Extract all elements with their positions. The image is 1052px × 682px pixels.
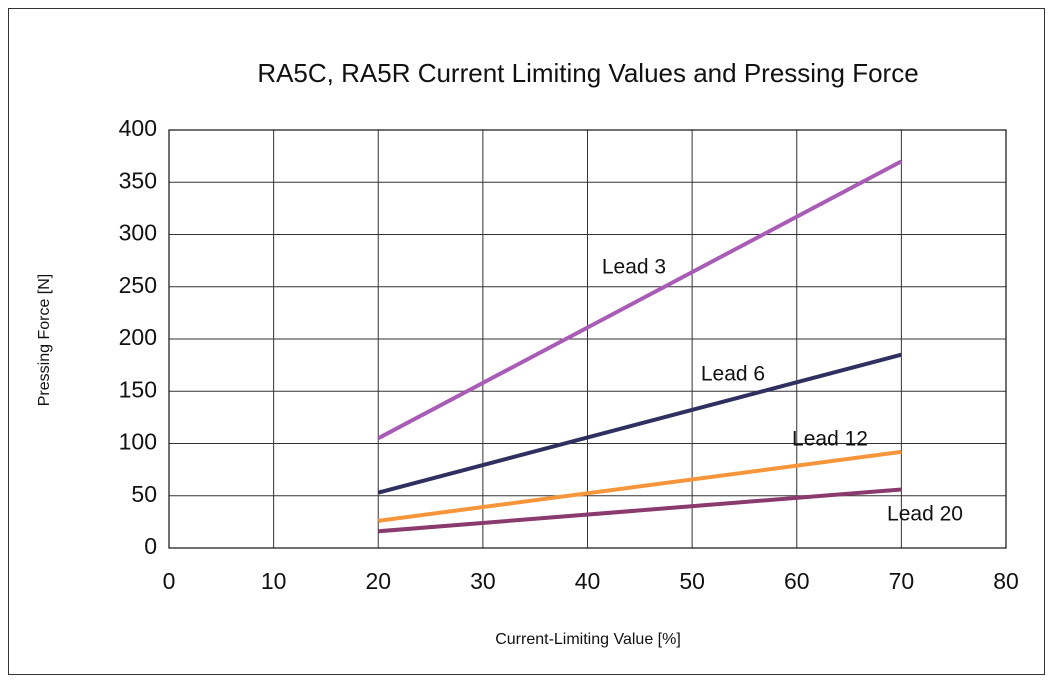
x-tick-label: 50 xyxy=(679,568,705,594)
chart-title: RA5C, RA5R Current Limiting Values and P… xyxy=(257,58,918,88)
x-tick-label: 0 xyxy=(163,568,176,594)
plot-border xyxy=(168,129,1007,549)
y-tick-label: 300 xyxy=(119,220,157,246)
series-label: Lead 6 xyxy=(701,363,765,386)
frame xyxy=(8,8,1045,675)
y-tick-label: 100 xyxy=(119,429,157,455)
series-label: Lead 3 xyxy=(602,256,666,279)
x-tick-label: 20 xyxy=(365,568,391,594)
series-line xyxy=(377,352,902,495)
y-axis-label: Pressing Force [N] xyxy=(36,274,53,406)
y-tick-label: 150 xyxy=(119,376,157,402)
x-tick-label: 80 xyxy=(993,568,1019,594)
series-line xyxy=(377,449,902,523)
y-tick-label: 200 xyxy=(119,324,157,350)
series-label: Lead 12 xyxy=(792,428,868,451)
x-tick-label: 10 xyxy=(261,568,287,594)
y-tick-label: 250 xyxy=(119,272,157,298)
x-tick-label: 40 xyxy=(575,568,601,594)
x-tick-label: 60 xyxy=(784,568,810,594)
y-tick-label: 0 xyxy=(144,533,157,559)
y-tick-label: 50 xyxy=(131,481,157,507)
x-tick-label: 30 xyxy=(470,568,496,594)
y-tick-label: 400 xyxy=(119,115,157,141)
y-tick-label: 350 xyxy=(119,167,157,193)
x-axis-label: Current-Limiting Value [%] xyxy=(495,631,681,648)
series-label: Lead 20 xyxy=(887,503,963,526)
series-line xyxy=(377,159,903,441)
x-tick-label: 70 xyxy=(889,568,915,594)
series-line xyxy=(378,487,902,534)
